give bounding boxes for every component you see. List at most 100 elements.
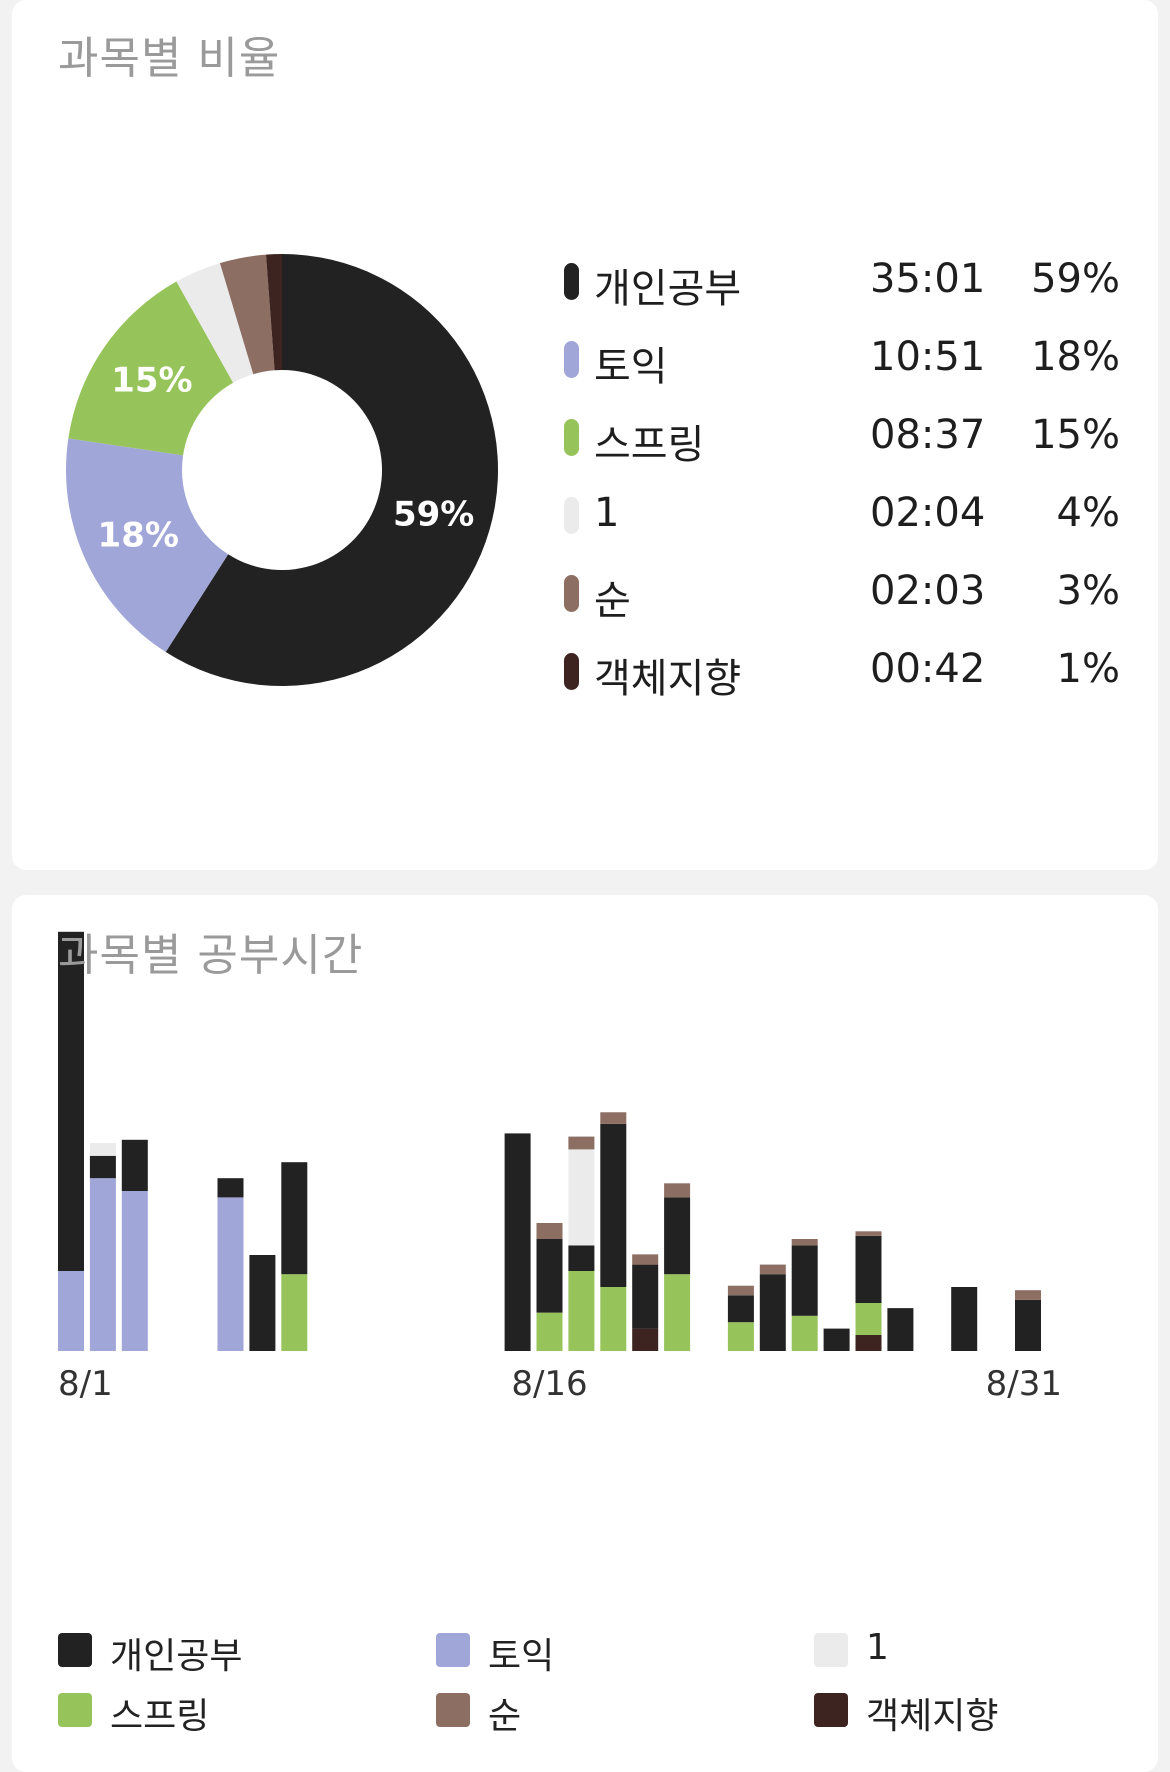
x-tick-label: 8/16 (511, 1364, 587, 1404)
bar-segment[interactable] (58, 1271, 84, 1351)
x-tick-label: 8/31 (986, 1364, 1062, 1404)
subject-legend-list: 개인공부 35:01 59% 토익 10:51 18% 스프링 08:37 15… (550, 248, 1120, 716)
bar-legend-label: 객체지향 (866, 1696, 999, 1737)
bar-legend-label: 개인공부 (110, 1636, 243, 1677)
legend-color-pill (564, 341, 579, 378)
bar-segment[interactable] (249, 1255, 276, 1351)
bar-segment[interactable] (664, 1183, 691, 1198)
legend-subject-name: 객체지향 (594, 656, 742, 702)
bar-segment[interactable] (536, 1312, 563, 1351)
legend-subject-time: 00:42 (870, 646, 986, 692)
bar-segment[interactable] (568, 1245, 595, 1271)
legend-row-0[interactable]: 개인공부 35:01 59% (550, 248, 1120, 326)
bar-segment[interactable] (568, 1271, 595, 1351)
bar-segment[interactable] (632, 1264, 659, 1329)
donut-slice-label: 59% (393, 494, 474, 534)
bar-segment[interactable] (791, 1315, 818, 1351)
bar-legend-label: 스프링 (110, 1696, 210, 1737)
bar-segment[interactable] (568, 1149, 595, 1246)
bar-legend-swatch (436, 1693, 470, 1727)
bar-segment[interactable] (791, 1245, 818, 1316)
legend-color-pill (564, 419, 579, 456)
bar-segment[interactable] (727, 1322, 754, 1351)
legend-subject-time: 08:37 (870, 412, 986, 458)
bar-segment[interactable] (89, 1155, 116, 1179)
legend-subject-time: 35:01 (870, 256, 986, 302)
bar-segment[interactable] (281, 1274, 308, 1351)
bar-segment[interactable] (759, 1274, 786, 1351)
legend-subject-percent: 59% (1031, 256, 1120, 302)
legend-subject-percent: 18% (1031, 334, 1120, 380)
bar-segment[interactable] (281, 1162, 308, 1275)
bar-segment[interactable] (600, 1287, 627, 1351)
bar-segment[interactable] (855, 1335, 882, 1351)
bar-legend-swatch (58, 1633, 92, 1667)
legend-subject-percent: 15% (1031, 412, 1120, 458)
bar-segment[interactable] (217, 1197, 244, 1351)
legend-subject-percent: 1% (1056, 646, 1120, 692)
donut-slice-5[interactable] (265, 254, 282, 371)
bar-segment[interactable] (89, 1178, 116, 1351)
donut-slice-2[interactable] (68, 281, 234, 456)
x-tick-label: 8/1 (58, 1364, 113, 1404)
legend-subject-time: 10:51 (870, 334, 986, 380)
time-card-title: 과목별 공부시간 (58, 930, 364, 981)
subject-ratio-card: 과목별 비율 59% 18% 15% 개인공부 35:01 59% 토익 10:51… (12, 0, 1158, 870)
bar-segment[interactable] (504, 1133, 531, 1351)
bar-segment[interactable] (600, 1123, 627, 1287)
legend-color-pill (564, 575, 579, 612)
legend-row-1[interactable]: 토익 10:51 18% (550, 326, 1120, 404)
legend-subject-name: 개인공부 (594, 266, 742, 312)
bar-segment[interactable] (217, 1178, 244, 1198)
legend-subject-name: 토익 (594, 344, 668, 390)
legend-subject-percent: 3% (1056, 568, 1120, 614)
bar-segment[interactable] (951, 1287, 978, 1351)
bar-segment[interactable] (121, 1191, 148, 1351)
legend-subject-percent: 4% (1056, 490, 1120, 536)
bar-segment[interactable] (791, 1239, 818, 1246)
bar-segment[interactable] (727, 1285, 754, 1296)
legend-subject-time: 02:04 (870, 490, 986, 536)
donut-chart: 59% 18% 15% (65, 254, 499, 686)
donut-slice-label: 18% (98, 516, 179, 556)
bar-segment[interactable] (664, 1197, 691, 1275)
donut-slice-4[interactable] (219, 254, 275, 375)
bar-segment[interactable] (823, 1328, 850, 1351)
legend-row-3[interactable]: 1 02:04 4% (550, 482, 1120, 560)
bar-segment[interactable] (855, 1235, 882, 1303)
legend-row-2[interactable]: 스프링 08:37 15% (550, 404, 1120, 482)
legend-row-5[interactable]: 객체지향 00:42 1% (550, 638, 1120, 716)
bar-legend-swatch (58, 1693, 92, 1727)
bar-segment[interactable] (855, 1231, 882, 1236)
bar-segment[interactable] (121, 1139, 148, 1191)
bar-segment[interactable] (727, 1295, 754, 1323)
bar-segment[interactable] (759, 1264, 786, 1275)
bar-legend-label: 토익 (488, 1636, 555, 1677)
bar-segment[interactable] (600, 1112, 627, 1124)
bar-segment[interactable] (887, 1308, 914, 1351)
bar-segment[interactable] (855, 1303, 882, 1335)
bar-legend-swatch (814, 1693, 848, 1727)
bar-segment[interactable] (536, 1223, 563, 1239)
bar-segment[interactable] (536, 1239, 563, 1313)
donut-slice-1[interactable] (65, 438, 229, 653)
bar-segment[interactable] (1015, 1299, 1041, 1351)
legend-subject-name: 1 (594, 490, 620, 536)
bar-segment[interactable] (58, 931, 84, 1271)
donut-slice-0[interactable] (165, 254, 499, 686)
bar-legend-swatch (436, 1633, 470, 1667)
bar-segment[interactable] (1015, 1290, 1041, 1300)
bar-segment[interactable] (632, 1254, 659, 1265)
bar-legend-label: 순 (488, 1696, 522, 1737)
legend-subject-time: 02:03 (870, 568, 986, 614)
bar-segment[interactable] (664, 1274, 691, 1351)
bar-segment[interactable] (568, 1136, 595, 1150)
bar-segment[interactable] (89, 1143, 116, 1156)
legend-row-4[interactable]: 순 02:03 3% (550, 560, 1120, 638)
bar-legend-label: 1 (866, 1627, 889, 1668)
bar-segment[interactable] (632, 1328, 659, 1351)
bar-legend-swatch (814, 1633, 848, 1667)
legend-subject-name: 스프링 (594, 422, 705, 468)
donut-slice-3[interactable] (176, 263, 254, 383)
legend-subject-name: 순 (594, 578, 631, 624)
